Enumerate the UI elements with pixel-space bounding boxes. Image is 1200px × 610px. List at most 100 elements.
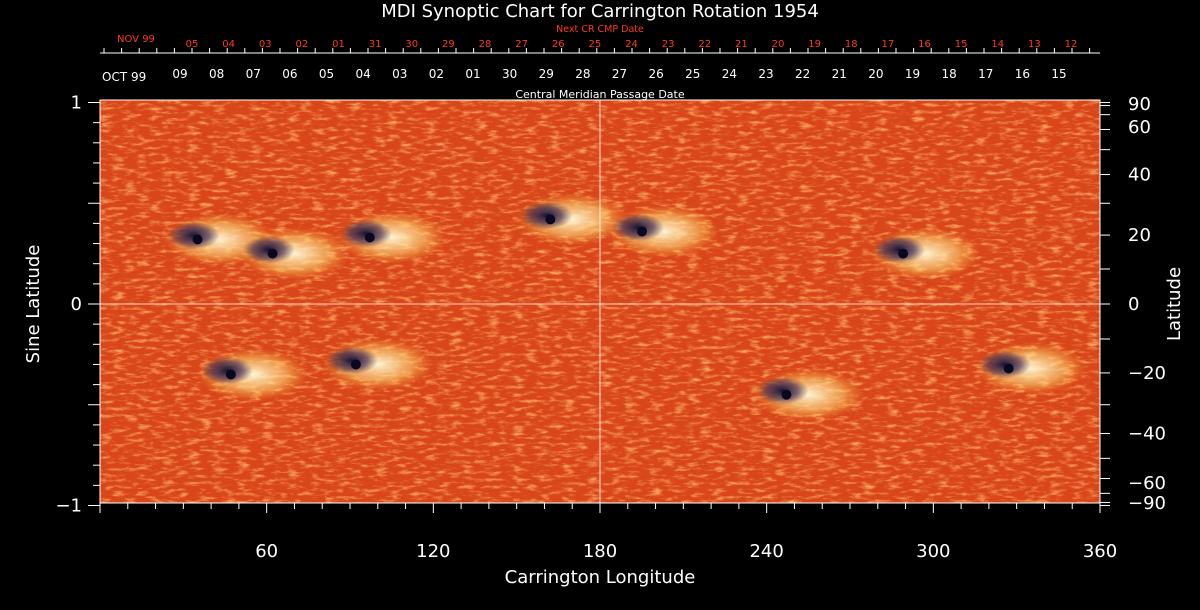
negative-polarity-patch — [167, 221, 220, 250]
y-right-tick-label: −40 — [1128, 424, 1166, 445]
cmp-date: 29 — [539, 67, 554, 81]
cmp-date: 18 — [941, 67, 956, 81]
next-cr-date: 17 — [882, 39, 895, 50]
sunspot-core — [545, 214, 556, 225]
cmp-month: OCT 99 — [102, 70, 146, 84]
y-right-tick-label: 90 — [1128, 94, 1151, 115]
cmp-date: 05 — [319, 67, 334, 81]
y-axis-left-label: Sine Latitude — [23, 245, 44, 364]
cmp-date: 21 — [832, 67, 847, 81]
x-tick-label: 300 — [916, 541, 950, 562]
next-cr-date-labels: 05 04 03 02 01 31 30 29 28 27 26 25 24 23 22 21 20 19 18 17… — [186, 39, 1078, 50]
cmp-date: 27 — [612, 67, 627, 81]
negative-polarity-patch — [978, 350, 1031, 379]
cmp-date: 15 — [1051, 67, 1066, 81]
negative-polarity-patch — [325, 346, 378, 375]
x-tick-label: 120 — [416, 541, 450, 562]
next-cr-date: 25 — [589, 39, 602, 50]
x-axis: 60 120 180 240 300 360 — [99, 503, 1117, 562]
cmp-date: 23 — [758, 67, 773, 81]
cmp-date: 22 — [795, 67, 810, 81]
sunspot-core — [364, 232, 375, 243]
next-cr-ticks — [103, 48, 1091, 53]
next-cr-date: 16 — [918, 39, 931, 50]
sunspot-core — [267, 248, 278, 259]
next-cr-date: 20 — [772, 39, 785, 50]
x-axis-label: Carrington Longitude — [505, 567, 696, 588]
next-cr-date: 31 — [369, 39, 382, 50]
cmp-date: 06 — [282, 67, 297, 81]
cmp-date: 28 — [575, 67, 590, 81]
next-cr-month: NOV 99 — [117, 34, 155, 45]
y-right-tick-label: 40 — [1128, 164, 1151, 185]
next-cr-date: 19 — [808, 39, 821, 50]
cmp-date: 02 — [429, 67, 444, 81]
negative-polarity-patch — [756, 376, 809, 405]
negative-polarity-patch — [339, 219, 392, 248]
cmp-date: 17 — [978, 67, 993, 81]
cmp-date: 03 — [392, 67, 407, 81]
next-cr-date: 23 — [662, 39, 675, 50]
negative-polarity-patch — [520, 201, 573, 230]
next-cr-date: 29 — [442, 39, 455, 50]
y-axis-right-label: Latitude — [1164, 267, 1185, 341]
next-cr-date: 26 — [552, 39, 565, 50]
next-cr-date: 21 — [735, 39, 748, 50]
sunspot-core — [225, 369, 236, 380]
y-right-tick-label: 0 — [1128, 294, 1139, 315]
cmp-label: Central Meridian Passage Date — [515, 88, 684, 101]
cmp-date: 01 — [465, 67, 480, 81]
y-right-tick-label: 60 — [1128, 117, 1151, 138]
y-right-tick-label: −20 — [1128, 363, 1166, 384]
next-cr-date: 05 — [186, 39, 199, 50]
y-left-tick-label: −1 — [55, 496, 82, 517]
cmp-date: 09 — [172, 67, 187, 81]
next-cr-date: 01 — [332, 39, 345, 50]
y-left-tick-label: 1 — [71, 93, 82, 114]
next-cr-date: 15 — [955, 39, 968, 50]
next-cr-date: 18 — [845, 39, 858, 50]
y-right-tick-label: 20 — [1128, 225, 1151, 246]
cmp-date: 16 — [1015, 67, 1030, 81]
x-tick-label: 60 — [255, 541, 278, 562]
negative-polarity-patch — [200, 356, 253, 385]
next-cr-date: 27 — [515, 39, 528, 50]
next-cr-date: 04 — [222, 39, 235, 50]
cmp-date: 07 — [246, 67, 261, 81]
sunspot-core — [192, 234, 203, 245]
next-cr-date: 30 — [405, 39, 418, 50]
next-cr-date: 28 — [479, 39, 492, 50]
next-cr-date: 13 — [1028, 39, 1041, 50]
cmp-date: 30 — [502, 67, 517, 81]
cmp-date: 04 — [355, 67, 370, 81]
sunspot-core — [781, 389, 792, 400]
sunspot-core — [898, 248, 909, 259]
next-cr-date: 03 — [259, 39, 272, 50]
y-axis-left: 1 0 −1 — [55, 93, 100, 517]
y-right-tick-label: −60 — [1128, 473, 1166, 494]
cmp-date: 25 — [685, 67, 700, 81]
negative-polarity-patch — [612, 213, 664, 242]
cmp-date: 26 — [648, 67, 663, 81]
cmp-date: 08 — [209, 67, 224, 81]
cmp-date: 20 — [868, 67, 883, 81]
negative-polarity-patch — [873, 235, 926, 264]
active-regions — [164, 193, 1086, 421]
sunspot-core — [637, 226, 647, 237]
next-cr-label: Next CR CMP Date — [556, 24, 644, 35]
next-cr-date: 22 — [698, 39, 711, 50]
next-cr-date: 02 — [296, 39, 309, 50]
next-cr-date: 12 — [1065, 39, 1078, 50]
x-tick-label: 180 — [583, 541, 617, 562]
next-cr-date: 14 — [991, 39, 1004, 50]
x-tick-label: 240 — [749, 541, 783, 562]
cmp-date: 24 — [722, 67, 737, 81]
cmp-date-labels: 09 08 07 06 05 04 03 02 01 30 29 28 27 26 25 24 23 22 21 20… — [172, 67, 1066, 81]
y-left-tick-label: 0 — [71, 294, 82, 315]
sunspot-core — [350, 359, 361, 370]
cmp-date: 19 — [905, 67, 920, 81]
next-cr-date: 24 — [625, 39, 638, 50]
sunspot-core — [1003, 363, 1014, 374]
